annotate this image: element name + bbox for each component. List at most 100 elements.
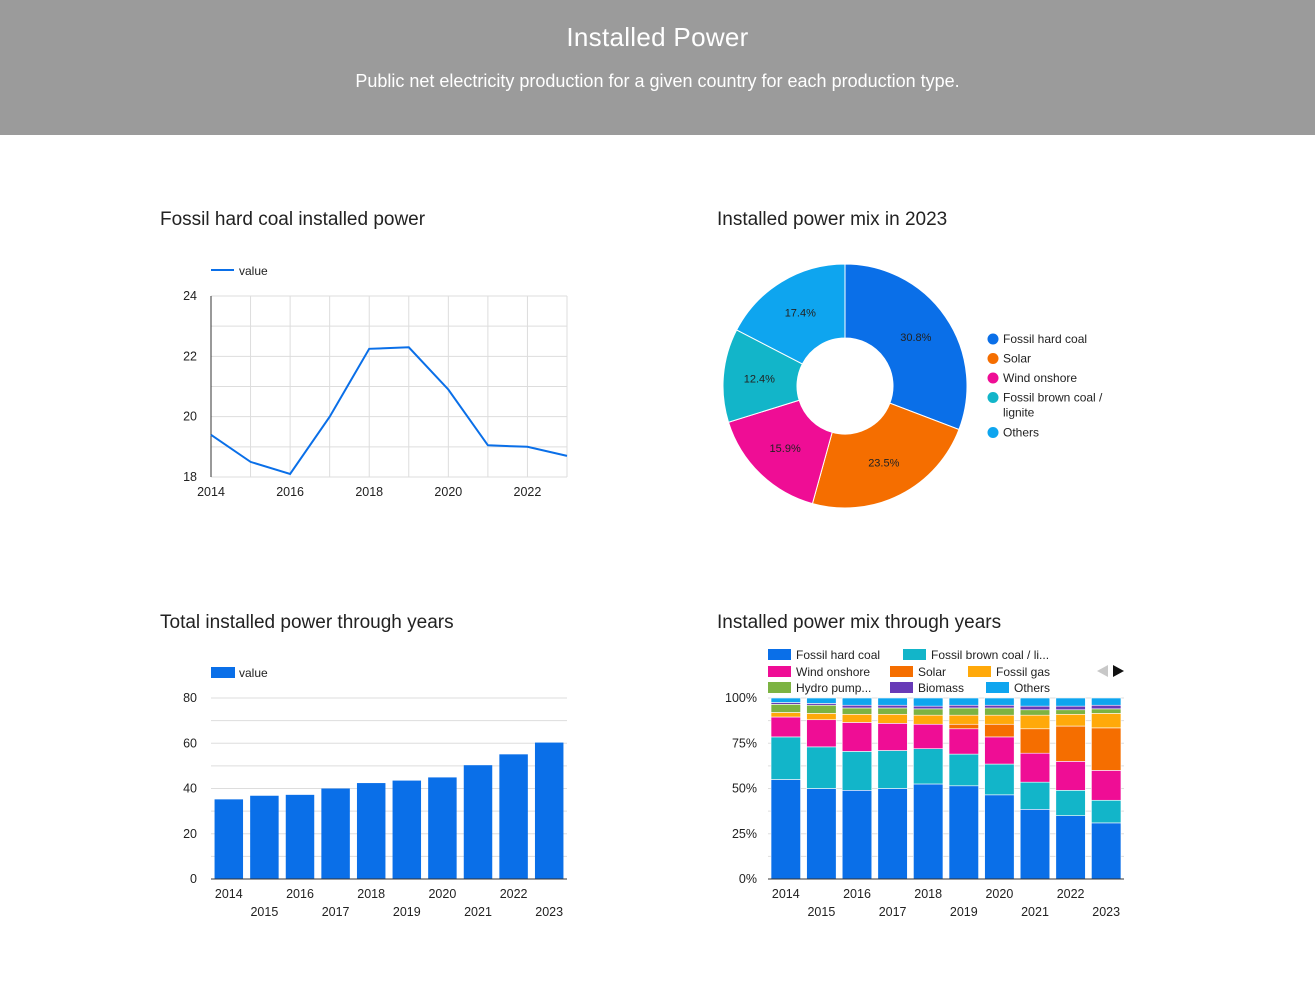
mix-bar-segment[interactable] xyxy=(1019,752,1051,783)
mix-bar-segment[interactable] xyxy=(806,704,837,714)
mix-bar-segment[interactable] xyxy=(984,707,1015,716)
mix-bar-segment[interactable] xyxy=(984,763,1015,796)
total-bar[interactable] xyxy=(534,742,564,879)
mix-bar-segment[interactable] xyxy=(877,697,908,706)
mix-bar-segment[interactable] xyxy=(1091,770,1122,801)
mix-bar-segment[interactable] xyxy=(948,753,979,787)
mix-legend-label: Wind onshore xyxy=(796,665,870,679)
mix-y-tick-label: 25% xyxy=(732,827,757,841)
mix-bar-segment[interactable] xyxy=(948,723,979,730)
mix-bar-segment[interactable] xyxy=(806,746,837,789)
total-bar[interactable] xyxy=(463,765,493,879)
mix-x-tick-label: 2023 xyxy=(1092,905,1120,919)
mix-bar-segment[interactable] xyxy=(1019,809,1051,880)
mix-bar-segment[interactable] xyxy=(913,723,944,749)
total-bar[interactable] xyxy=(321,788,350,880)
mix-bar-segment[interactable] xyxy=(984,704,1015,709)
total-y-tick-label: 20 xyxy=(183,827,197,841)
mix-bar-segment[interactable] xyxy=(770,736,801,780)
mix-bar-segment[interactable] xyxy=(806,713,837,721)
mix-bar-segment[interactable] xyxy=(806,697,837,704)
mix-bar-segment[interactable] xyxy=(948,785,979,880)
pie-slice[interactable] xyxy=(811,402,960,509)
mix-bar-segment[interactable] xyxy=(1091,822,1122,880)
mix-bar-segment[interactable] xyxy=(913,697,944,707)
mix-bar-segment[interactable] xyxy=(984,697,1015,706)
mix-bar-segment[interactable] xyxy=(1091,697,1122,706)
mix-bar-segment[interactable] xyxy=(877,713,908,724)
mix-bar-segment[interactable] xyxy=(1019,781,1051,810)
mix-bar-segment[interactable] xyxy=(877,723,908,751)
mix-bar-segment[interactable] xyxy=(1055,790,1086,816)
mix-bar-segment[interactable] xyxy=(1055,709,1086,715)
total-bar[interactable] xyxy=(356,783,386,879)
legend-prev-icon[interactable] xyxy=(1097,665,1108,677)
pie-legend-label: Fossil hard coal xyxy=(1003,332,1087,346)
mix-bar-segment[interactable] xyxy=(770,697,801,703)
mix-bar-segment[interactable] xyxy=(1091,799,1122,824)
mix-bar-segment[interactable] xyxy=(1055,761,1086,791)
mix-bar-segment[interactable] xyxy=(984,714,1015,725)
mix-bar-segment[interactable] xyxy=(877,707,908,715)
mix-bar-segment[interactable] xyxy=(770,716,801,738)
mix-bar-segment[interactable] xyxy=(1019,714,1051,730)
mix-bar-segment[interactable] xyxy=(1091,713,1122,729)
mix-bar-segment[interactable] xyxy=(1019,709,1051,716)
legend-next-icon[interactable] xyxy=(1113,665,1124,677)
mix-bar-segment[interactable] xyxy=(806,788,837,880)
mix-bar-segment[interactable] xyxy=(913,714,944,725)
total-bar[interactable] xyxy=(214,799,244,879)
mix-bar-segment[interactable] xyxy=(841,704,873,709)
mix-bar-segment[interactable] xyxy=(841,697,873,706)
mix-bar-segment[interactable] xyxy=(1091,704,1122,710)
mix-bar-segment[interactable] xyxy=(913,748,944,785)
mix-bar-segment[interactable] xyxy=(841,707,873,715)
mix-bar-segment[interactable] xyxy=(1019,728,1051,754)
mix-bar-segment[interactable] xyxy=(1055,725,1086,762)
pie-slice[interactable] xyxy=(735,263,846,365)
mix-bar-segment[interactable] xyxy=(1019,705,1051,711)
pie-slice[interactable] xyxy=(844,263,968,431)
mix-bar-segment[interactable] xyxy=(948,728,979,755)
mix-bar-segment[interactable] xyxy=(877,788,908,880)
total-bar[interactable] xyxy=(428,777,457,879)
total-x-tick-label: 2020 xyxy=(428,887,456,901)
mix-bar-segment[interactable] xyxy=(1091,708,1122,714)
mix-x-tick-label: 2022 xyxy=(1057,887,1085,901)
mix-bar-segment[interactable] xyxy=(841,713,873,723)
mix-bar-segment[interactable] xyxy=(984,736,1015,765)
mix-bar-segment[interactable] xyxy=(1019,697,1051,707)
pie-slice[interactable] xyxy=(727,399,833,505)
mix-bar-segment[interactable] xyxy=(913,708,944,716)
mix-bar-segment[interactable] xyxy=(841,790,873,880)
mix-bar-segment[interactable] xyxy=(948,707,979,716)
mix-bar-segment[interactable] xyxy=(948,697,979,706)
mix-bar-segment[interactable] xyxy=(913,705,944,710)
page-title: Installed Power xyxy=(566,22,749,52)
mix-bar-segment[interactable] xyxy=(841,751,873,791)
total-bar[interactable] xyxy=(250,795,279,879)
coal-y-tick-label: 20 xyxy=(183,410,197,424)
mix-bar-segment[interactable] xyxy=(1055,705,1086,711)
mix-bar-segment[interactable] xyxy=(877,704,908,709)
mix-bar-segment[interactable] xyxy=(1055,697,1086,707)
mix-bar-segment[interactable] xyxy=(1055,815,1086,880)
total-bar[interactable] xyxy=(499,754,528,879)
total-bar[interactable] xyxy=(392,780,422,879)
mix-bar-segment[interactable] xyxy=(1055,713,1086,727)
mix-bar-segment[interactable] xyxy=(877,750,908,789)
mix-bar-segment[interactable] xyxy=(1091,727,1122,771)
total-bar[interactable] xyxy=(285,794,315,879)
mix-legend-label: Fossil brown coal / li... xyxy=(931,648,1049,662)
mix-bar-segment[interactable] xyxy=(984,794,1015,880)
mix-x-tick-label: 2020 xyxy=(985,887,1013,901)
mix-bar-segment[interactable] xyxy=(984,723,1015,738)
mix-bar-segment[interactable] xyxy=(841,722,873,752)
mix-bar-segment[interactable] xyxy=(806,719,837,748)
mix-bar-segment[interactable] xyxy=(770,704,801,713)
mix-bar-segment[interactable] xyxy=(948,714,979,725)
mix-bar-segment[interactable] xyxy=(948,704,979,709)
mix-bar-segment[interactable] xyxy=(770,779,801,880)
mix-bar-segment[interactable] xyxy=(913,783,944,880)
mix-bar-segment[interactable] xyxy=(770,712,801,718)
